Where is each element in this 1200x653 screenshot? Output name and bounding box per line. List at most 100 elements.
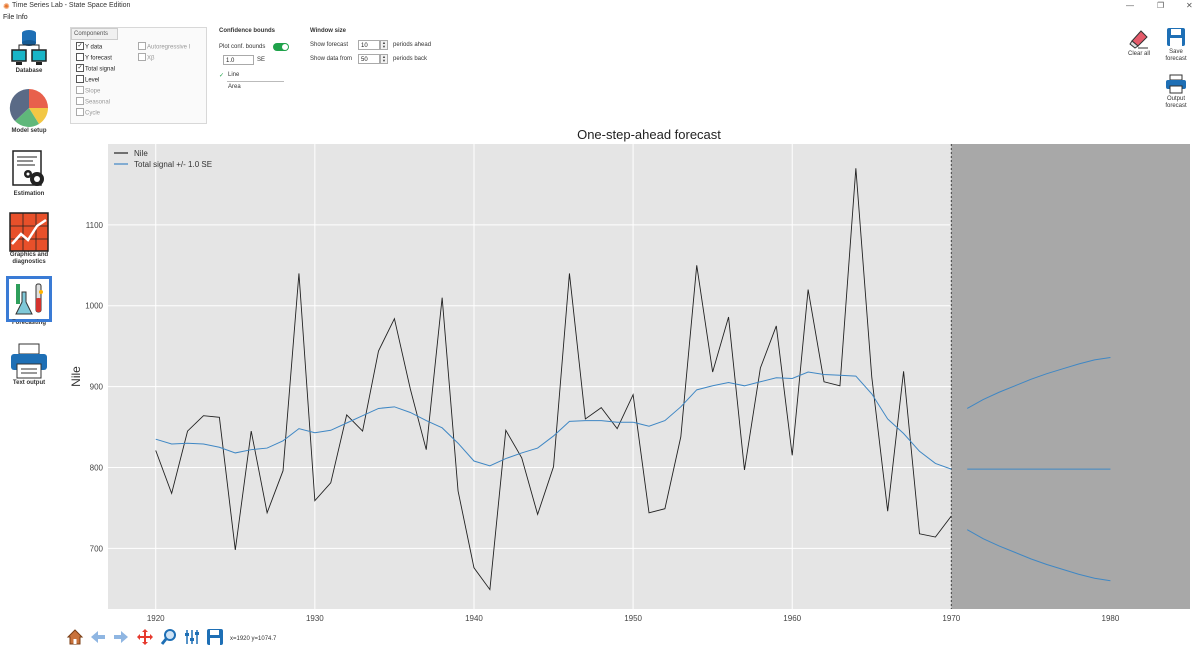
menu-file[interactable]: File (3, 14, 15, 21)
checkbox-box[interactable]: ✓ (76, 42, 84, 50)
x-tick-label: 1970 (942, 614, 960, 623)
checkbox-label: Cycle (85, 110, 101, 117)
zoom-icon[interactable] (160, 628, 178, 646)
chart-title: One-step-ahead forecast (577, 128, 721, 142)
checkbox-seasonal: Seasonal (76, 97, 111, 106)
window-title: Time Series Lab - State Space Edition (12, 2, 131, 9)
output-forecast-label-1: Output (1166, 96, 1185, 102)
gears-icon (12, 150, 44, 186)
show-data-unit: periods back (393, 56, 428, 62)
checkbox-level[interactable]: Level (76, 75, 100, 84)
series-total-signal-line (155, 371, 952, 470)
show-data-input[interactable]: 50 (358, 54, 380, 64)
close-button[interactable]: ✕ (1186, 1, 1193, 10)
components-tab[interactable]: Components (71, 28, 118, 40)
components-panel: Components ✓ Y data Y forecast ✓ Total sig… (70, 27, 207, 124)
forecast-region (951, 144, 1190, 609)
database-icon (11, 30, 47, 65)
save-forecast-label-2: forecast (1165, 56, 1187, 62)
style-option-line[interactable]: Line (228, 72, 240, 78)
checkbox-box (76, 86, 84, 94)
forecast-upper-bound-line (966, 357, 1111, 409)
save-forecast-label-1: Save (1169, 49, 1183, 55)
sidebar-item-forecasting[interactable]: Forecasting (0, 276, 58, 327)
checkbox-box[interactable] (76, 75, 84, 83)
restore-button[interactable]: ❐ (1157, 1, 1165, 10)
menu-info[interactable]: Info (16, 14, 28, 21)
show-data-spinner[interactable]: ▲ ▼ (380, 54, 388, 64)
minimize-button[interactable]: — (1126, 1, 1134, 10)
checkbox-total-signal[interactable]: ✓ Total signal (76, 64, 116, 73)
legend-label: Total signal +/- 1.0 SE (134, 160, 212, 169)
show-forecast-label: Show forecast (310, 42, 349, 48)
sidebar-item-label: Estimation (13, 191, 45, 197)
legend-label: Nile (134, 149, 148, 158)
window-size-title: Window size (310, 28, 346, 34)
style-option-area[interactable]: Area (228, 84, 241, 90)
plot-conf-bounds-toggle[interactable] (273, 43, 289, 51)
checkbox-label: Level (85, 77, 100, 84)
show-forecast-unit: periods ahead (393, 42, 432, 48)
configure-icon[interactable] (183, 628, 201, 646)
se-multiplier-input[interactable]: 1.0 (223, 55, 254, 65)
checkbox-box (76, 97, 84, 105)
checkbox-box (76, 108, 84, 116)
sidebar-item-model-setup[interactable]: Model setup (0, 88, 58, 135)
series-nile-line (155, 168, 952, 591)
sidebar-item-estimation[interactable]: Estimation (0, 149, 58, 198)
forecast-lower-bound-line (966, 529, 1111, 582)
y-axis-label: Nile (69, 366, 83, 387)
save-figure-icon[interactable] (206, 628, 224, 646)
checkbox-y-forecast[interactable]: Y forecast (76, 53, 112, 62)
se-unit-label: SE (257, 57, 266, 63)
checkbox-label: Total signal (85, 66, 116, 73)
checkbox-box[interactable]: ✓ (76, 64, 84, 72)
home-icon[interactable] (66, 628, 84, 646)
show-forecast-spinner[interactable]: ▲ ▼ (380, 40, 388, 50)
forward-arrow-icon[interactable] (112, 628, 130, 646)
x-tick-label: 1930 (306, 614, 324, 623)
pie-chart-icon (9, 88, 48, 127)
sidebar-item-database[interactable]: Database (0, 28, 58, 75)
checkbox-box (138, 53, 146, 61)
sidebar-item-label: Database (15, 68, 43, 74)
x-tick-label: 1960 (783, 614, 801, 623)
checkbox-label: Autoregressive I (147, 44, 191, 51)
back-arrow-icon[interactable] (89, 628, 107, 646)
checkbox-slope: Slope (76, 86, 101, 95)
app-logo-icon: ✺ (3, 2, 10, 11)
checkbox-label: Y forecast (85, 55, 112, 62)
printer-icon (11, 343, 47, 379)
y-tick-label: 800 (90, 463, 104, 472)
eraser-icon (1129, 30, 1148, 49)
sidebar: Database Model setup Estimation (0, 24, 58, 404)
sidebar-item-graphics[interactable]: Graphics and diagnostics (0, 212, 58, 266)
clear-all-label: Clear all (1127, 51, 1150, 57)
line-chart-icon (9, 212, 49, 252)
tick-labels: 1920 1930 1940 1950 1960 1970 1980 700 800 900 100… (85, 221, 1120, 623)
checkbox-label: Y data (85, 44, 103, 51)
printer-icon (1166, 74, 1186, 94)
output-forecast-button[interactable]: Output forecast (1161, 74, 1191, 110)
clear-all-button[interactable]: Clear all (1124, 27, 1154, 58)
checkbox-autoregressive: Autoregressive I (138, 42, 191, 51)
sidebar-item-label-line2: diagnostics (12, 259, 46, 265)
checkbox-label: Seasonal (85, 99, 111, 106)
sidebar-item-text-output[interactable]: Text output (0, 342, 58, 387)
checkbox-box[interactable] (76, 53, 84, 61)
show-forecast-input[interactable]: 10 (358, 40, 380, 50)
save-icon (1167, 28, 1185, 46)
save-forecast-button[interactable]: Save forecast (1161, 27, 1191, 63)
sidebar-item-label: Forecasting (11, 320, 46, 326)
sidebar-item-label: Text output (12, 380, 46, 386)
pan-icon[interactable] (136, 628, 154, 646)
x-tick-label: 1980 (1102, 614, 1120, 623)
grid-lines (108, 144, 952, 609)
forecast-chart[interactable]: 1920 1930 1940 1950 1960 1970 1980 700 800 900 100… (0, 128, 1200, 624)
checkbox-cycle: Cycle (76, 108, 101, 117)
checkbox-label: Slope (85, 88, 101, 95)
checkbox-y-data[interactable]: ✓ Y data (76, 42, 103, 51)
cursor-coordinates: x=1920 y=1074.7 (230, 636, 277, 642)
check-icon: ✓ (219, 73, 225, 79)
output-forecast-label-2: forecast (1165, 103, 1187, 109)
